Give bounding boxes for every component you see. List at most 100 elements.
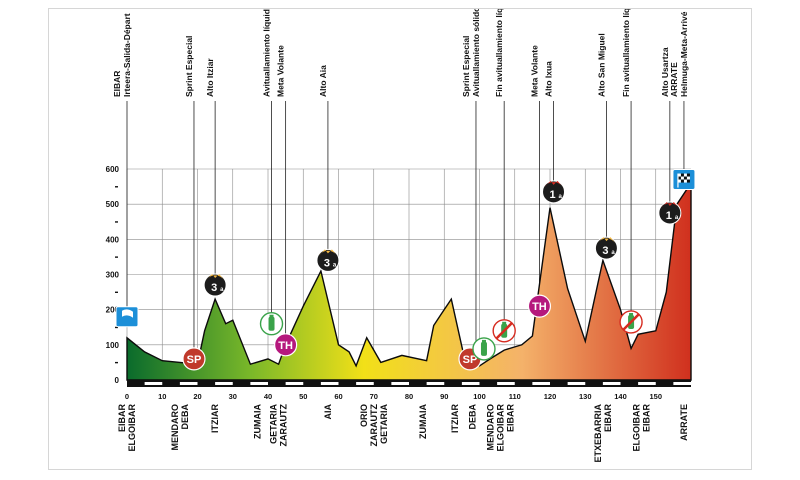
feed-end-marker (619, 310, 643, 334)
climb-category-suffix: a (675, 215, 679, 221)
km-axis-segment (215, 382, 233, 385)
finish-flag-icon (680, 179, 684, 183)
y-minor-tick (115, 256, 118, 258)
climb-badge-peak (318, 249, 337, 256)
km-axis-segment (426, 382, 445, 385)
climb-category-suffix: a (611, 250, 615, 256)
town-label: DEBA (467, 404, 477, 430)
km-axis-segment (461, 382, 480, 385)
climb-badge-peak (206, 274, 225, 281)
x-tick-label: 10 (158, 392, 166, 401)
finish-flag-icon (683, 179, 687, 183)
town-label: ITZIAR (210, 404, 220, 433)
chart-frame: 0 100 200 300 400 500 600 0 10 20 30 40 50 60 70 80 90 1… (48, 8, 752, 470)
feed-marker (259, 312, 284, 336)
town-label: ZUMAIA (252, 404, 262, 439)
town-label: MENDARO (486, 404, 496, 451)
climb-category-text: 1 (549, 189, 555, 201)
bottle-cap-icon (269, 314, 274, 318)
point-label: Avituallamiento sólido (471, 9, 481, 97)
km-axis-segment (391, 382, 409, 385)
finish-flag-icon (683, 173, 687, 177)
point-label: Alto Usartza (660, 47, 670, 97)
km-axis-segment (250, 382, 268, 385)
town-label: ITZIAR (450, 404, 460, 433)
finish-flag-icon (677, 173, 681, 177)
km-axis-segment (567, 382, 586, 385)
climb-badge-circle (594, 236, 618, 260)
bottle-cap-icon (481, 339, 486, 343)
finish-flag-icon (677, 176, 681, 180)
point-label: Avituallamiento líquido (262, 9, 272, 97)
km-axis-segment (497, 382, 515, 385)
point-label: Alto Ixua (544, 61, 554, 97)
y-minor-tick (115, 361, 118, 364)
town-label: EIBAR (603, 404, 613, 433)
SP-marker: SP (182, 347, 206, 371)
climb-category-text: 1 (666, 210, 672, 222)
y-minor-tick (115, 186, 118, 188)
town-label: EIBAR (642, 404, 652, 433)
climb-category-suffix: a (559, 194, 563, 200)
km-axis-segment (320, 382, 339, 385)
point-label: Fin avituallamiento líquido (494, 9, 504, 97)
x-tick-label: 150 (649, 392, 662, 401)
bottle-cap-icon (502, 321, 507, 325)
town-label: EIBAR (506, 404, 516, 433)
point-label: Meta Volante (529, 45, 539, 97)
climb-badge-peak (544, 180, 563, 187)
x-tick-label: 70 (370, 392, 378, 401)
x-axis-ticks: 0 10 20 30 40 50 60 70 80 90 100 110 120 130 140 150 (125, 392, 662, 401)
point-label: Alto Aia (318, 65, 328, 97)
y-minor-tick (115, 326, 118, 329)
x-tick-label: 50 (299, 392, 307, 401)
th-badge-text: TH (532, 301, 547, 313)
y-minor-tick (115, 221, 118, 223)
town-label: ELGOIBAR (496, 404, 506, 452)
bottle-icon (480, 341, 487, 356)
x-tick-label: 0 (125, 392, 129, 401)
town-label: ARRATE (679, 404, 689, 441)
y-axis-ticks: 0 100 200 300 400 500 600 (106, 165, 120, 385)
sp-badge-circle (182, 347, 206, 371)
km-axis-segment (144, 382, 163, 385)
climb-badge-peak (660, 201, 679, 208)
x-tick-label: 130 (579, 392, 592, 401)
point-label: ARRATE (669, 62, 679, 97)
climb-category-text: 3 (211, 282, 217, 294)
km-axis-segment (602, 382, 621, 385)
town-label: ELGOIBAR (632, 404, 642, 452)
point-label: Alto San Miguel (596, 33, 606, 97)
climb-badge-circle (316, 248, 340, 272)
town-label: GETARIA (379, 404, 389, 444)
km-axis-segment (356, 382, 374, 385)
climb-category-suffix: a (220, 287, 224, 293)
x-tick-label: 140 (614, 392, 627, 401)
x-tick-label: 110 (509, 392, 521, 401)
climb-category-text: 3 (602, 245, 608, 257)
point-label: Helmuga-Meta-Arrivé (679, 11, 689, 97)
y-tick-label: 0 (115, 376, 120, 385)
town-label: ZARAUTZ (279, 404, 289, 447)
y-tick-label: 500 (106, 200, 120, 209)
km-axis-segment (179, 382, 198, 385)
elevation-profile-area (126, 180, 692, 381)
point-lines (126, 101, 685, 349)
point-label: EIBAR (112, 71, 122, 97)
town-label: ZUMAIA (418, 404, 428, 439)
feed-marker (472, 337, 496, 361)
point-label: Irteera-Salida-Départ (122, 13, 132, 97)
x-tick-label: 120 (544, 392, 557, 401)
th-badge-text: TH (278, 340, 293, 352)
TH-marker: TH (527, 294, 552, 318)
x-tick-label: 100 (473, 392, 486, 401)
km-axis-segment (638, 382, 656, 385)
km-axis-segment (532, 382, 550, 385)
point-labels: EIBAR Irteera-Salida-Départ Sprint Especia… (112, 9, 689, 97)
town-label: ETXEBARRIA (593, 404, 603, 463)
climb-badge-circle (203, 273, 227, 297)
